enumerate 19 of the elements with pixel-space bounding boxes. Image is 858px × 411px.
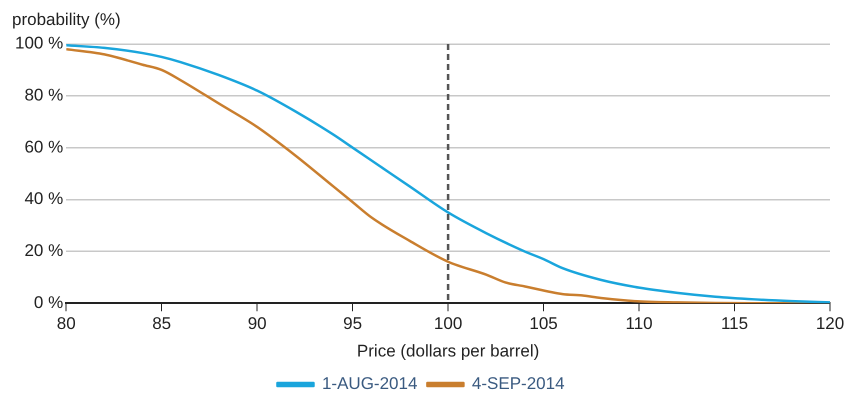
y-tick-label: 40 % — [24, 189, 64, 208]
x-tick-label: 115 — [720, 314, 748, 334]
x-tick-label: 95 — [343, 314, 362, 334]
x-tick-label: 120 — [816, 314, 844, 334]
y-tick-label: 60 % — [24, 137, 64, 156]
x-tick-label: 100 — [434, 314, 462, 334]
x-tick-label: 110 — [625, 314, 653, 334]
x-tick-label: 90 — [248, 314, 267, 334]
legend-label: 4-SEP-2014 — [472, 374, 565, 394]
x-tick-label: 85 — [152, 314, 172, 334]
x-tick-label: 105 — [529, 314, 558, 334]
y-tick-label: 0 % — [34, 292, 64, 312]
y-tick-label: 20 % — [24, 241, 64, 260]
y-axis-title: probability (%) — [12, 10, 121, 30]
legend-label: 1-AUG-2014 — [322, 374, 418, 394]
y-tick-label: 100 % — [15, 34, 64, 53]
x-tick-label: 80 — [56, 314, 76, 334]
y-tick-label: 80 % — [24, 86, 64, 105]
x-axis-title: Price (dollars per barrel) — [356, 341, 540, 360]
